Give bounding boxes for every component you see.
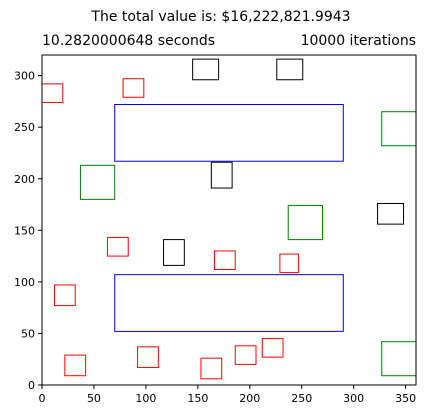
y-tick-label: 200	[14, 173, 35, 186]
red-rectangle-14	[106, 237, 129, 257]
red-rectangle-22	[261, 338, 284, 358]
red-rectangle-20	[200, 357, 223, 380]
black-rectangle-7	[192, 58, 220, 81]
black-rectangle-10	[163, 239, 185, 266]
blue-rectangle-1	[114, 104, 344, 162]
y-tick-label: 100	[14, 276, 35, 289]
red-rectangle-21	[234, 345, 257, 365]
x-tick-label: 350	[395, 392, 416, 405]
y-tick-label: 0	[28, 379, 35, 392]
x-axis: 0 50 100 150 200 250 300 350	[39, 385, 416, 405]
black-rectangle-11	[377, 203, 405, 225]
iterations-label: 10000 iterations	[301, 33, 416, 49]
x-tick-label: 100	[135, 392, 156, 405]
y-tick-label: 150	[14, 224, 35, 237]
red-rectangle-13	[122, 78, 145, 98]
x-tick-label: 150	[187, 392, 208, 405]
green-rectangle-4	[287, 205, 324, 241]
plot-frame	[41, 54, 417, 386]
green-rectangle-5	[381, 111, 417, 147]
rectangle-layer	[41, 58, 417, 380]
x-tick-label: 50	[87, 392, 101, 405]
x-tick-label: 300	[343, 392, 364, 405]
y-tick-label: 50	[21, 327, 35, 340]
elapsed-time-label: 10.2820000648 seconds	[42, 33, 215, 49]
red-rectangle-19	[137, 346, 159, 368]
y-tick-label: 300	[14, 70, 35, 83]
black-rectangle-8	[276, 58, 304, 81]
chart-title: The total value is: $16,222,821.9943	[90, 9, 350, 25]
x-tick-label: 250	[291, 392, 312, 405]
red-rectangle-16	[279, 253, 300, 274]
y-axis: 0 50 100 150 200 250 300	[14, 70, 42, 392]
green-rectangle-6	[381, 341, 417, 377]
black-rectangle-9	[210, 161, 233, 189]
x-tick-label: 200	[239, 392, 260, 405]
red-rectangle-12	[41, 83, 64, 103]
green-rectangle-3	[79, 164, 116, 200]
x-tick-label: 0	[39, 392, 46, 405]
red-rectangle-17	[53, 284, 76, 307]
blue-rectangle-2	[114, 274, 344, 332]
red-rectangle-15	[213, 250, 236, 270]
red-rectangle-18	[64, 354, 87, 377]
y-tick-label: 250	[14, 121, 35, 134]
